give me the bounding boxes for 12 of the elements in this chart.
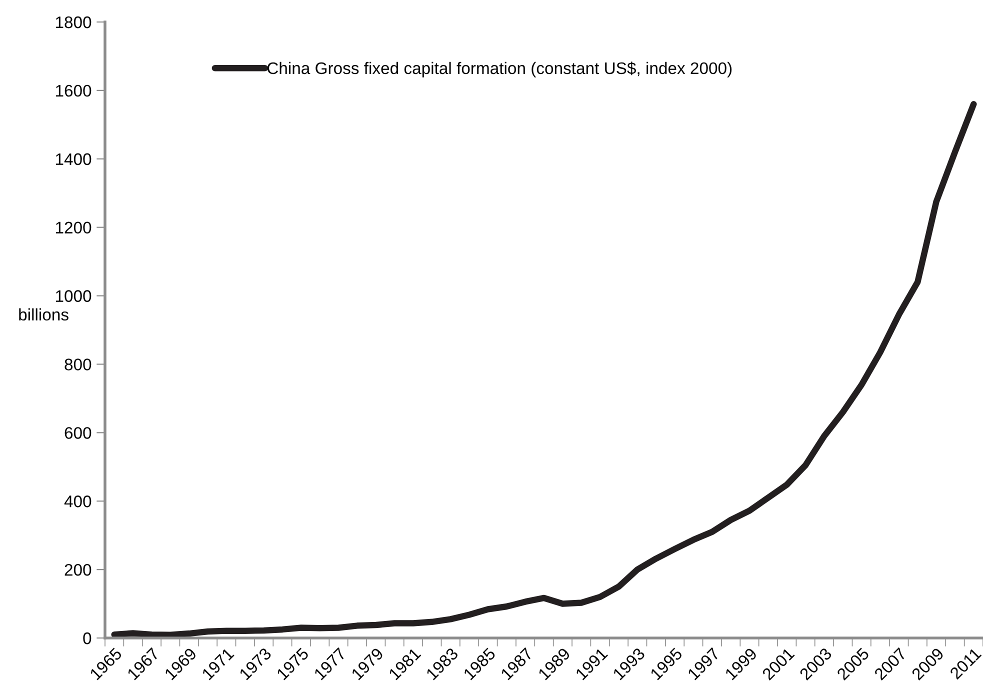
y-tick-label: 1600	[56, 84, 92, 97]
y-tick-label: 600	[64, 427, 92, 439]
y-tick-label: 400	[64, 496, 92, 508]
y-axis-title: billions	[19, 308, 68, 321]
y-tick-label: 0	[83, 632, 92, 644]
y-tick-label: 200	[64, 564, 92, 576]
y-tick-label: 1000	[56, 290, 92, 302]
legend-label: China Gross fixed capital formation (constant US$, index 2000)	[267, 62, 732, 78]
y-tick-label: 1400	[56, 153, 92, 166]
y-tick-label: 1800	[56, 16, 92, 28]
y-tick-label: 1200	[56, 222, 92, 234]
y-tick-label: 800	[64, 358, 92, 370]
